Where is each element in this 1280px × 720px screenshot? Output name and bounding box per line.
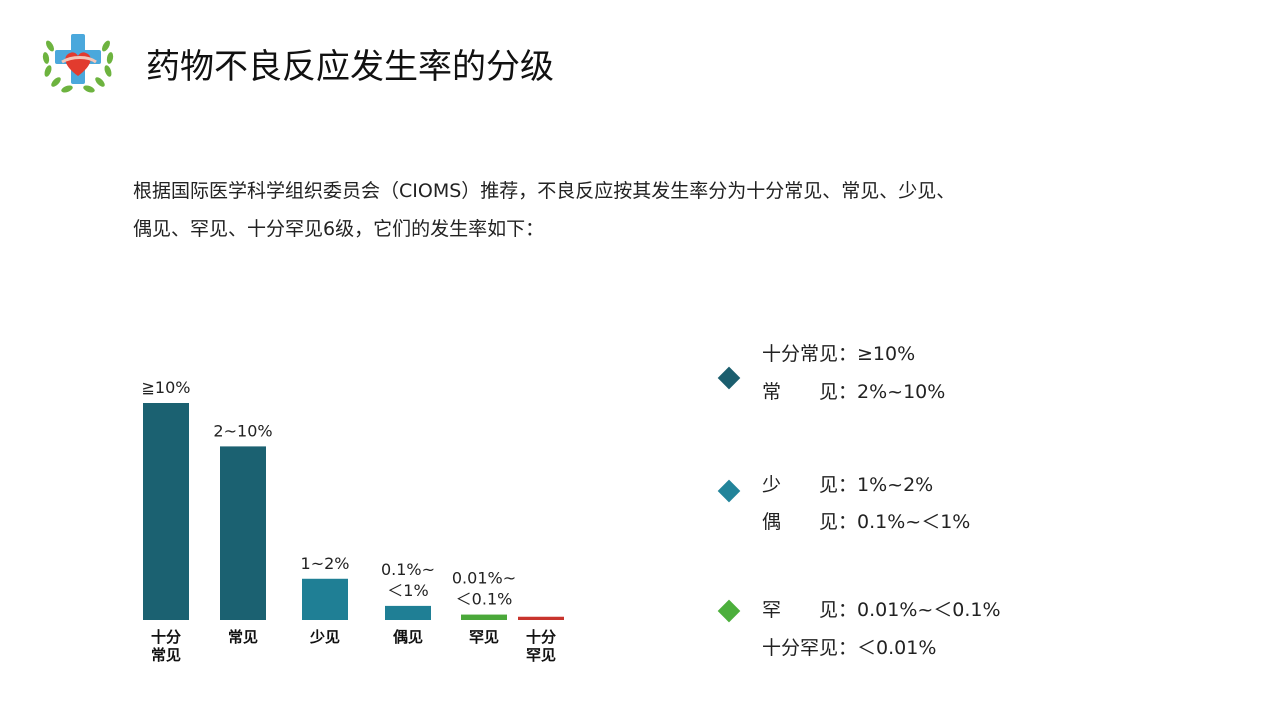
bar-偶见: [385, 605, 431, 620]
legend-value: ：0.01%~＜0.1%: [838, 599, 1001, 621]
page-title: 药物不良反应发生率的分级: [146, 47, 554, 87]
category-label: 常见: [228, 628, 258, 646]
category-label: 少见: [309, 628, 340, 646]
legend-label: 常 见: [762, 381, 839, 403]
legend-label: 十分罕见: [762, 637, 839, 659]
category-label: 十分: [526, 628, 556, 646]
value-label: ＜0.1%: [456, 590, 513, 609]
legend-line: 少 见：1%~2%: [762, 472, 933, 498]
legend-value: ：＜0.01%: [838, 637, 937, 659]
legend-value: ：≥10%: [838, 343, 916, 365]
value-label: 1~2%: [301, 554, 350, 573]
legend-diamond-icon: [717, 479, 741, 503]
legend-label: 十分常见: [762, 343, 839, 365]
legend-diamond-icon: [717, 599, 741, 623]
bar-少见: [302, 578, 348, 620]
legend-line: 常 见：2%~10%: [762, 379, 945, 405]
category-label: 十分: [151, 628, 181, 646]
bar-十分常见: [143, 403, 189, 620]
legend-label: 少 见: [762, 474, 839, 496]
legend-line: 罕 见：0.01%~＜0.1%: [762, 597, 1001, 623]
legend-line: 偶 见：0.1%~＜1%: [762, 509, 970, 535]
value-label: ≧10%: [142, 378, 191, 397]
category-label: 常见: [151, 646, 181, 664]
legend-panel: 十分常见：≥10% 常 见：2%~10% 少 见：1%~2% 偶 见：0.1%~…: [715, 0, 1115, 720]
incidence-bar-chart: ≧10%十分常见2~10%常见1~2%少见0.1%~＜1%偶见0.01%~＜0.…: [142, 378, 564, 664]
bar-罕见: [461, 614, 507, 620]
value-label: ＜1%: [387, 581, 428, 600]
category-label: 罕见: [526, 646, 556, 664]
intro-line-2: 偶见、罕见、十分罕见6级，它们的发生率如下：: [133, 218, 545, 240]
bar-十分罕见: [518, 616, 564, 620]
intro-line-1: 根据国际医学科学组织委员会（CIOMS）推荐，不良反应按其发生率分为十分常见、常…: [133, 180, 956, 202]
legend-line: 十分常见：≥10%: [762, 341, 915, 367]
value-label: 0.1%~: [381, 560, 435, 579]
intro-paragraph: 根据国际医学科学组织委员会（CIOMS）推荐，不良反应按其发生率分为十分常见、常…: [133, 172, 1093, 248]
legend-value: ：0.1%~＜1%: [838, 511, 971, 533]
category-label: 罕见: [469, 628, 499, 646]
legend-label: 罕 见: [762, 599, 839, 621]
logo-emblem: [42, 34, 114, 93]
legend-value: ：2%~10%: [838, 381, 946, 403]
legend-value: ：1%~2%: [838, 474, 934, 496]
bar-常见: [220, 446, 266, 620]
laurel-wreath-icon: [42, 40, 114, 93]
category-label: 偶见: [393, 628, 423, 646]
value-label: 2~10%: [213, 421, 272, 440]
legend-diamond-icon: [717, 366, 741, 390]
legend-label: 偶 见: [762, 511, 839, 533]
legend-line: 十分罕见：＜0.01%: [762, 635, 936, 661]
value-label: 0.01%~: [452, 569, 516, 588]
